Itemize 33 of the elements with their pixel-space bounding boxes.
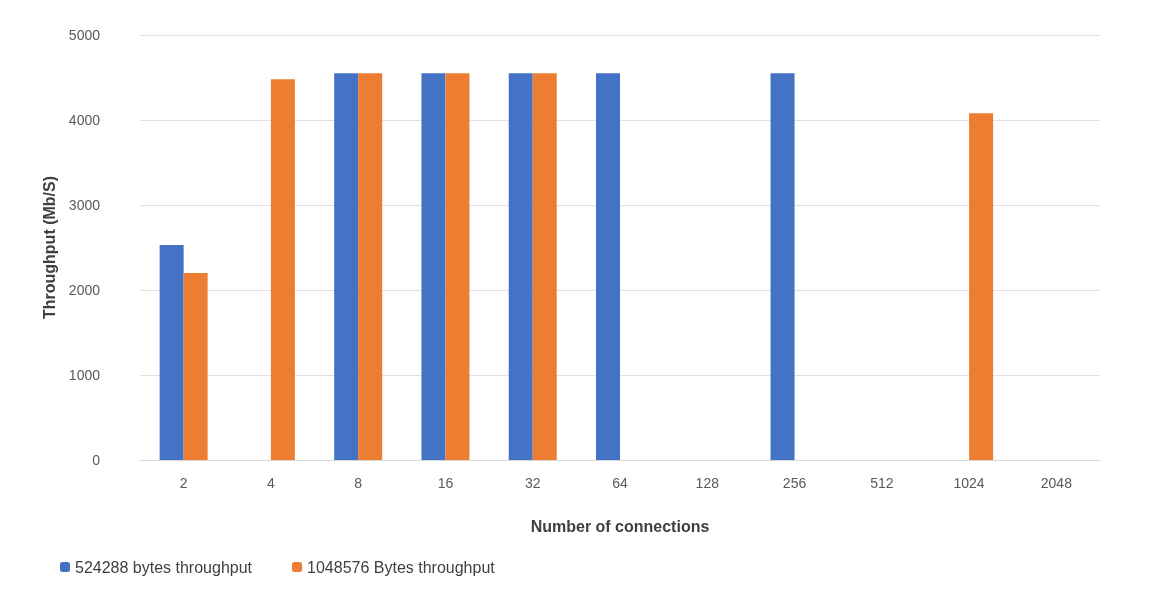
x-tick-label: 1024	[953, 475, 985, 491]
bar	[421, 73, 446, 460]
x-tick-label: 32	[524, 475, 541, 491]
x-tick-label: 256	[782, 475, 807, 491]
bar	[159, 244, 184, 460]
y-tick-label: 0	[92, 452, 101, 468]
x-tick-label: 16	[437, 475, 454, 491]
bar	[508, 73, 533, 460]
bar	[358, 73, 383, 460]
y-tick-label: 5000	[68, 27, 101, 43]
bar	[596, 73, 620, 460]
bar	[445, 73, 470, 460]
y-tick-label: 3000	[68, 197, 101, 213]
legend-label: 524288 bytes throughput	[75, 558, 253, 576]
y-tick-label: 2000	[68, 282, 101, 298]
bar	[334, 73, 359, 460]
y-tick-label: 1000	[68, 367, 101, 383]
x-tick-label: 512	[870, 475, 894, 491]
bar	[532, 73, 557, 460]
x-axis-title: Number of connections	[530, 517, 710, 535]
x-tick-label: 64	[612, 475, 628, 491]
x-tick-label: 128	[695, 475, 720, 491]
x-tick-label: 2	[179, 475, 188, 491]
x-tick-label: 8	[354, 475, 363, 491]
bar	[183, 273, 208, 460]
y-tick-label: 4000	[68, 112, 101, 128]
bar	[270, 79, 295, 460]
bar	[770, 73, 795, 460]
legend-label: 1048576 Bytes throughput	[307, 558, 496, 576]
x-tick-label: 2048	[1040, 475, 1073, 491]
x-tick-label: 4	[267, 475, 276, 491]
bar	[969, 113, 994, 460]
y-axis-title: Throughput (Mb/S)	[41, 175, 59, 320]
